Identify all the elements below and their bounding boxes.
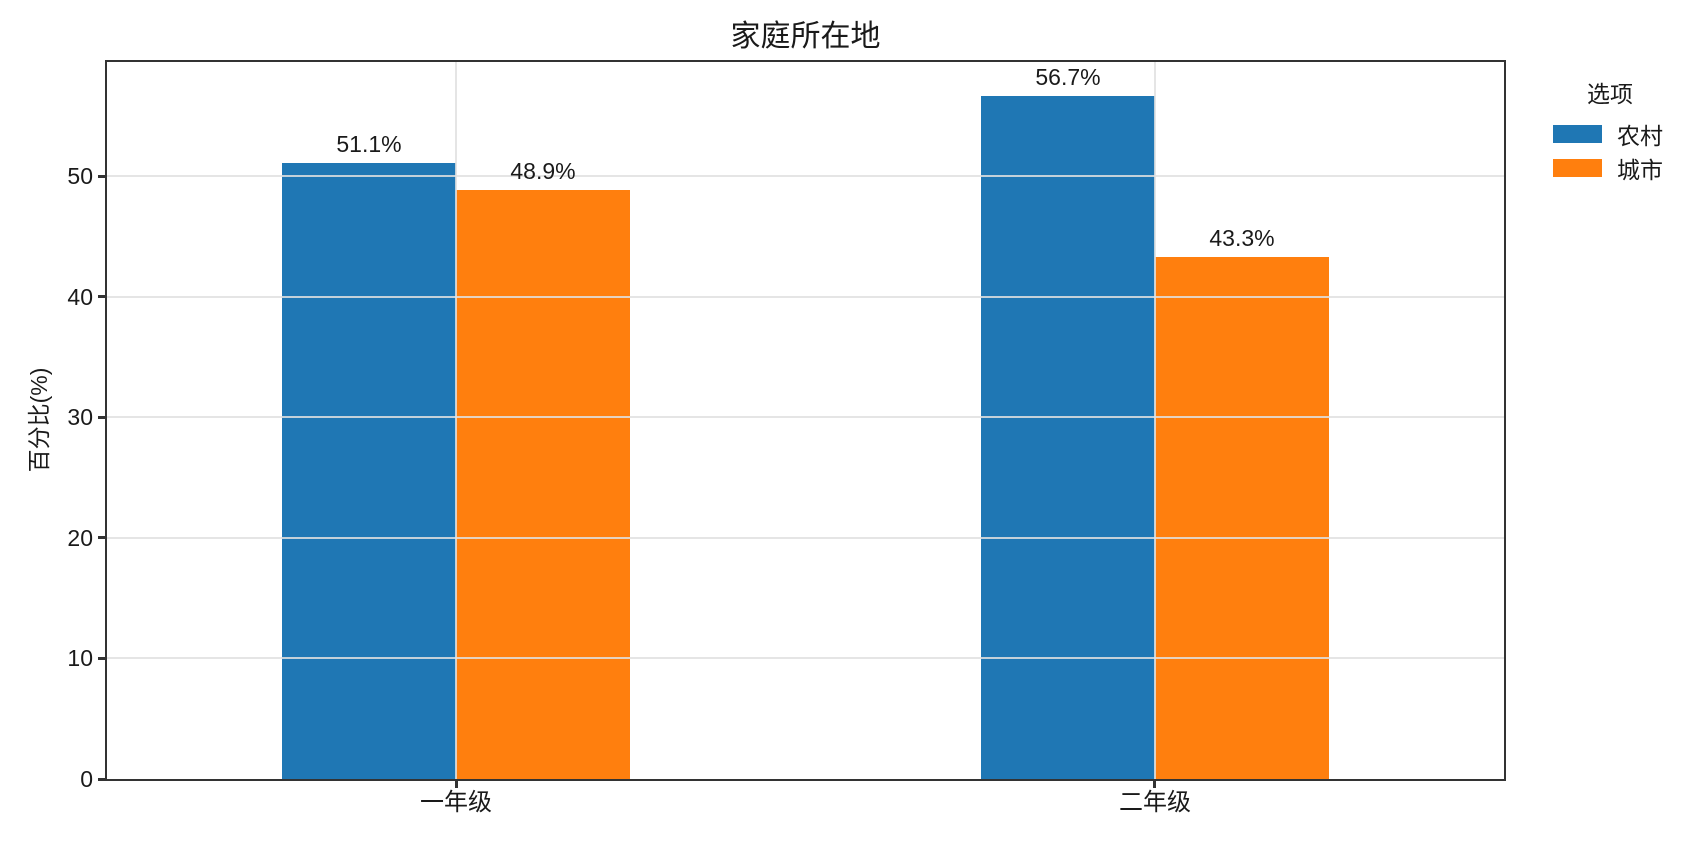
y-tick-mark <box>98 778 107 781</box>
bar-农村-二年级 <box>981 96 1155 779</box>
x-tick-label-二年级: 二年级 <box>1119 789 1191 816</box>
legend-swatch-城市 <box>1553 158 1602 177</box>
grid-layer <box>107 62 1504 779</box>
bar-value-label: 51.1% <box>336 131 402 157</box>
gridline-vertical <box>455 62 457 779</box>
legend-label: 农村 <box>1617 122 1663 149</box>
y-tick-mark <box>98 657 107 660</box>
y-tick-label: 50 <box>67 163 93 189</box>
bar-城市-二年级 <box>1155 257 1329 779</box>
bar-value-label: 43.3% <box>1209 225 1275 251</box>
y-tick-mark <box>98 416 107 419</box>
gridline-horizontal <box>107 416 1504 418</box>
chart-title: 家庭所在地 <box>730 20 881 53</box>
x-tick-label-一年级: 一年级 <box>420 789 492 816</box>
legend-items: 农村 城市 <box>1538 120 1698 183</box>
gridline-horizontal <box>107 296 1504 298</box>
bars-layer <box>107 62 1504 779</box>
legend-title: 选项 <box>1587 81 1633 107</box>
legend-item-农村: 农村 <box>1538 120 1698 149</box>
plot-area: 51.1% 48.9% 56.7% 43.3% <box>105 60 1506 781</box>
y-tick-label: 10 <box>67 645 93 671</box>
x-tick-mark <box>455 779 458 788</box>
y-tick-mark <box>98 175 107 178</box>
legend-label: 城市 <box>1617 156 1663 183</box>
legend: 选项 农村城市 <box>1538 80 1698 188</box>
gridline-horizontal <box>107 175 1504 177</box>
y-tick-label: 30 <box>67 404 93 430</box>
y-tick-label: 40 <box>67 284 93 310</box>
value-labels-layer: 51.1% 48.9% 56.7% 43.3% <box>107 62 1504 779</box>
legend-swatch-农村 <box>1553 124 1602 143</box>
legend-item-城市: 城市 <box>1538 154 1698 183</box>
y-tick-mark <box>98 295 107 298</box>
x-tick-mark <box>1153 779 1156 788</box>
gridline-vertical <box>1154 62 1156 779</box>
bar-农村-一年级 <box>282 163 456 779</box>
y-tick-mark <box>98 536 107 539</box>
bar-value-label: 56.7% <box>1035 64 1101 90</box>
bar-value-label: 48.9% <box>510 158 576 184</box>
gridline-horizontal <box>107 657 1504 659</box>
gridline-horizontal <box>107 537 1504 539</box>
y-tick-label: 0 <box>80 766 93 792</box>
y-tick-label: 20 <box>67 525 93 551</box>
bar-城市-一年级 <box>456 190 630 779</box>
